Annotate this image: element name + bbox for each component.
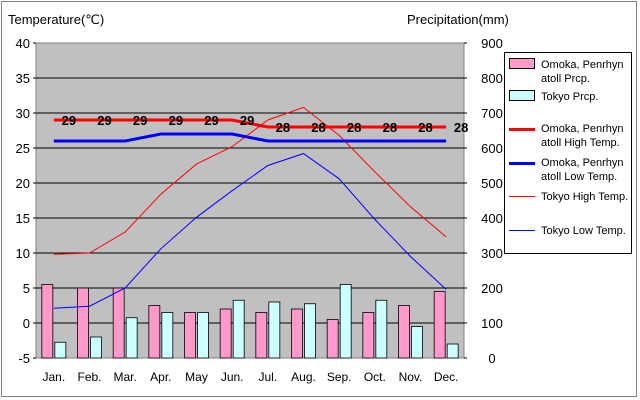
bar-tokyo-prcp [125,317,138,359]
data-label-high-temp: 28 [347,120,361,135]
bar-tokyo-prcp [90,336,102,359]
month-label: Dec. [434,370,459,384]
data-label-high-temp: 28 [418,120,432,135]
right-tick-label: 900 [481,36,503,51]
right-tick-label: 100 [481,316,503,331]
data-label-high-temp: 29 [97,113,111,128]
right-tick-label: 800 [481,71,503,86]
legend-label: Omoka, Penrhyn atoll Prcp. [541,59,624,85]
left-tick-label: 5 [23,281,30,296]
month-label: Jul. [258,370,277,384]
right-tick-label: 600 [481,141,503,156]
left-tick-label: 0 [23,316,30,331]
left-tick-label: 10 [16,246,30,261]
line-tokyo-low-temp- [53,153,447,309]
bar-tokyo-prcp [339,284,352,359]
left-tick-label: 15 [16,211,30,226]
bar-omoka-prcp [41,284,54,359]
data-label-high-temp: 29 [133,113,147,128]
bar-tokyo-prcp [446,343,459,359]
left-tick-label: 20 [16,176,30,191]
bar-tokyo-prcp [411,326,423,359]
month-label: Oct. [364,370,386,384]
month-label: Sep. [327,370,352,384]
bar-tokyo-prcp [232,299,245,359]
data-label-high-temp: 28 [383,120,397,135]
bar-omoka-prcp [326,319,339,359]
data-label-high-temp: 29 [62,113,76,128]
month-label: Apr. [150,370,171,384]
data-label-high-temp: 29 [204,113,218,128]
legend-label: Tokyo Low Temp. [541,225,626,237]
bar-omoka-prcp [77,287,89,359]
data-label-high-temp: 28 [276,120,290,135]
bar-omoka-prcp [112,287,125,359]
legend-swatch [509,90,535,101]
right-tick-label: 700 [481,106,503,121]
legend-line [509,196,535,197]
bar-omoka-prcp [433,291,446,359]
bar-omoka-prcp [184,312,196,359]
bar-omoka-prcp [362,312,375,359]
line-omoka-penrhyn-atoll-low-temp- [53,132,447,143]
bar-tokyo-prcp [375,299,388,359]
right-tick-label: 0 [488,351,495,366]
line-tokyo-high-temp- [53,106,447,255]
bar-omoka-prcp [148,305,161,359]
line-omoka-penrhyn-atoll-high-temp- [53,118,447,129]
bar-omoka-prcp [255,312,268,359]
month-label: Nov. [399,370,423,384]
left-tick-label: 40 [16,36,30,51]
plot-area [35,42,465,359]
bar-tokyo-prcp [304,303,316,359]
month-label: Mar. [113,370,136,384]
bar-tokyo-prcp [268,301,281,359]
bar-omoka-prcp [219,308,232,359]
legend-swatch [509,58,535,69]
legend-line [509,230,535,231]
right-tick-label: 400 [481,211,503,226]
month-label: Jan. [42,370,65,384]
bar-omoka-prcp [291,308,303,359]
data-label-high-temp: 29 [169,113,183,128]
left-tick-label: 30 [16,106,30,121]
data-label-high-temp: 28 [311,120,325,135]
legend-line [509,162,535,165]
data-label-high-temp: 28 [454,120,468,135]
legend-label: Omoka, Penrhyn atoll Low Temp. [541,157,624,183]
legend-line [509,128,535,131]
month-label: May [185,370,208,384]
right-tick-label: 200 [481,281,503,296]
month-label: Jun. [221,370,244,384]
right-tick-label: 500 [481,176,503,191]
legend: Omoka, Penrhyn atoll Prcp. Tokyo Prcp. Omo… [504,52,632,254]
left-tick-label: 25 [16,141,30,156]
right-axis-title: Precipitation(mm) [407,12,509,27]
left-axis-title: Temperature(℃) [8,12,105,27]
left-tick-label: 35 [16,71,30,86]
left-tick-label: -5 [18,351,30,366]
right-tick-label: 300 [481,246,503,261]
month-label: Feb. [77,370,101,384]
legend-label: Tokyo High Temp. [541,191,629,203]
data-label-high-temp: 29 [240,113,254,128]
legend-label: Tokyo Prcp. [541,91,599,103]
bar-tokyo-prcp [197,312,209,359]
bar-tokyo-prcp [161,312,174,359]
bar-omoka-prcp [398,305,410,359]
bar-tokyo-prcp [54,341,67,359]
legend-label: Omoka, Penrhyn atoll High Temp. [541,123,624,149]
month-label: Aug. [291,370,316,384]
